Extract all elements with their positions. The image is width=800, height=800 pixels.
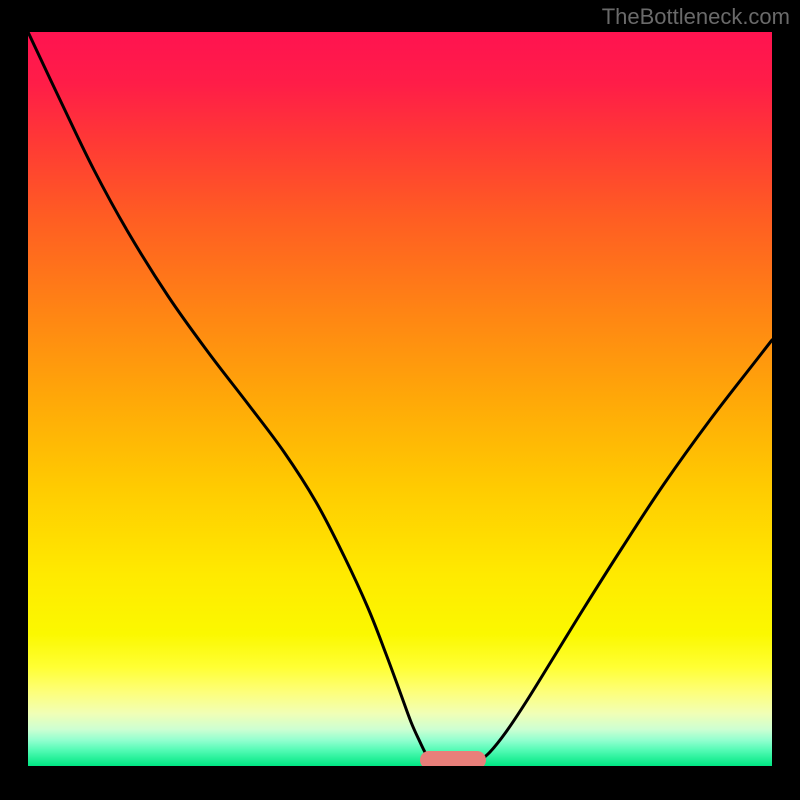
bottleneck-curves	[28, 32, 772, 766]
watermark-text: TheBottleneck.com	[602, 4, 790, 30]
left-curve	[28, 32, 432, 762]
chart-plot-area	[28, 32, 772, 766]
bottom-marker-pill	[420, 751, 486, 766]
right-curve	[478, 340, 772, 762]
